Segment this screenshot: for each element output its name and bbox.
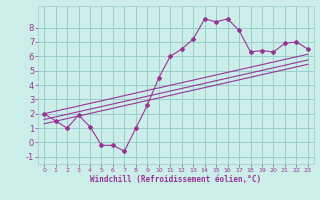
X-axis label: Windchill (Refroidissement éolien,°C): Windchill (Refroidissement éolien,°C)	[91, 175, 261, 184]
